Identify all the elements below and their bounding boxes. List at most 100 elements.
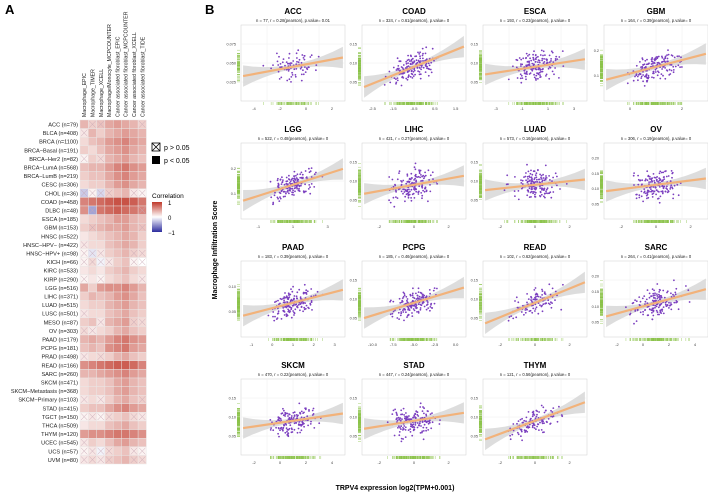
scatter-point xyxy=(654,186,657,188)
scatter-point xyxy=(528,53,531,56)
legend-p-low-label: p < 0.05 xyxy=(164,158,190,165)
heatmap-cell xyxy=(104,429,114,439)
scatter-point xyxy=(531,62,534,65)
scatter-point xyxy=(647,189,650,192)
legend-tick-label: −1 xyxy=(168,231,176,237)
x-tick-label: 0 xyxy=(305,106,308,111)
heatmap-cell xyxy=(79,360,89,370)
scatter-point xyxy=(520,58,523,61)
heatmap-cross-mark xyxy=(97,275,105,283)
scatter-point xyxy=(633,184,635,186)
scatter-point xyxy=(273,194,276,197)
scatter-point xyxy=(532,185,535,188)
scatter-point xyxy=(287,178,290,180)
scatter-point xyxy=(425,58,428,61)
scatter-point xyxy=(653,180,656,182)
scatter-point xyxy=(311,309,313,311)
scatter-point xyxy=(408,188,410,191)
scatter-point xyxy=(534,68,537,70)
scatter-point xyxy=(403,188,405,191)
heatmap-cross-mark xyxy=(138,396,146,403)
scatter-point xyxy=(411,63,414,65)
heatmap-cell xyxy=(96,179,106,189)
heatmap-cell xyxy=(88,300,97,310)
scatter-point xyxy=(313,173,316,176)
heatmap-cell xyxy=(121,326,131,336)
y-tick-label: 0.075 xyxy=(226,43,236,47)
heatmap-cell xyxy=(121,119,131,129)
scatter-point xyxy=(409,54,412,57)
heatmap-cross-mark xyxy=(80,310,88,317)
scatter-point xyxy=(419,176,421,179)
scatter-point xyxy=(383,84,386,86)
scatter-point xyxy=(533,50,535,53)
panel-stats: n = 573, r = 0.16(pearson), p.value= 0 xyxy=(500,136,571,141)
heatmap-cell xyxy=(79,283,89,293)
heatmap-column-label: Macrophage_XCELL xyxy=(99,69,105,117)
scatter-point xyxy=(284,292,286,294)
scatter-point xyxy=(649,181,652,183)
heatmap-cell xyxy=(137,360,147,370)
y-tick-label: 0.10 xyxy=(471,62,478,66)
heatmap-cell xyxy=(104,154,114,164)
scatter-point xyxy=(272,201,275,204)
scatter-point xyxy=(548,61,551,64)
panel-stats: n = 185, r = 0.46(pearson), p.value= 0 xyxy=(379,254,450,259)
heatmap-cell xyxy=(104,274,114,284)
scatter-panel-luad: LUAD n = 573, r = 0.16(pearson), p.value=… xyxy=(471,125,588,229)
scatter-point xyxy=(308,171,311,174)
scatter-point xyxy=(302,302,304,305)
scatter-point xyxy=(660,190,663,193)
scatter-point xyxy=(552,176,554,179)
heatmap-column-label: Cancer associated fibroblast_XCELL xyxy=(132,32,138,117)
scatter-point xyxy=(288,68,290,71)
scatter-point xyxy=(421,47,424,50)
scatter-point xyxy=(651,193,654,196)
scatter-point xyxy=(644,178,647,181)
heatmap-column-label: Macrophage_EPIC xyxy=(82,73,88,117)
heatmap-cross-mark xyxy=(89,206,96,214)
scatter-point xyxy=(402,295,405,298)
scatter-point xyxy=(646,179,649,182)
scatter-point xyxy=(393,205,396,208)
scatter-point xyxy=(390,299,392,302)
scatter-point xyxy=(640,66,642,68)
scatter-point xyxy=(280,190,283,193)
heatmap-cross-mark xyxy=(97,120,105,128)
heatmap-row-label: LUAD (n=515) xyxy=(42,303,78,309)
x-tick-label: 1 xyxy=(292,342,295,347)
heatmap-cross-mark xyxy=(89,327,96,335)
heatmap-cell xyxy=(121,352,131,362)
scatter-point xyxy=(433,59,435,62)
heatmap-cell xyxy=(96,214,106,224)
heatmap-row-label: UCS (n=57) xyxy=(48,449,78,455)
scatter-point xyxy=(400,84,403,87)
heatmap-row-label: HNSC−HPV+ (n=98) xyxy=(26,251,78,257)
scatter-point xyxy=(520,65,522,67)
scatter-point xyxy=(517,198,520,201)
panel-title: ESCA xyxy=(524,7,546,16)
scatter-point xyxy=(531,69,534,72)
scatter-point xyxy=(288,192,290,195)
scatter-point xyxy=(649,190,651,193)
heatmap-cell xyxy=(112,248,122,258)
heatmap-cell xyxy=(96,403,106,413)
heatmap-cell xyxy=(129,214,139,224)
scatter-point xyxy=(420,66,423,68)
scatter-point xyxy=(534,177,536,179)
scatter-point xyxy=(274,315,276,318)
heatmap-cell xyxy=(79,214,89,224)
scatter-point xyxy=(397,65,400,67)
scatter-point xyxy=(541,180,543,183)
heatmap-cell xyxy=(96,266,106,276)
heatmap-cell xyxy=(137,240,147,250)
scatter-point xyxy=(410,63,412,66)
scatter-point xyxy=(520,81,523,84)
scatter-point xyxy=(527,190,530,193)
heatmap-cross-mark xyxy=(80,447,88,455)
scatter-point xyxy=(520,182,523,184)
scatter-point xyxy=(637,79,639,82)
scatter-point xyxy=(423,294,426,297)
scatter-point xyxy=(419,307,422,309)
scatter-point xyxy=(658,186,661,188)
